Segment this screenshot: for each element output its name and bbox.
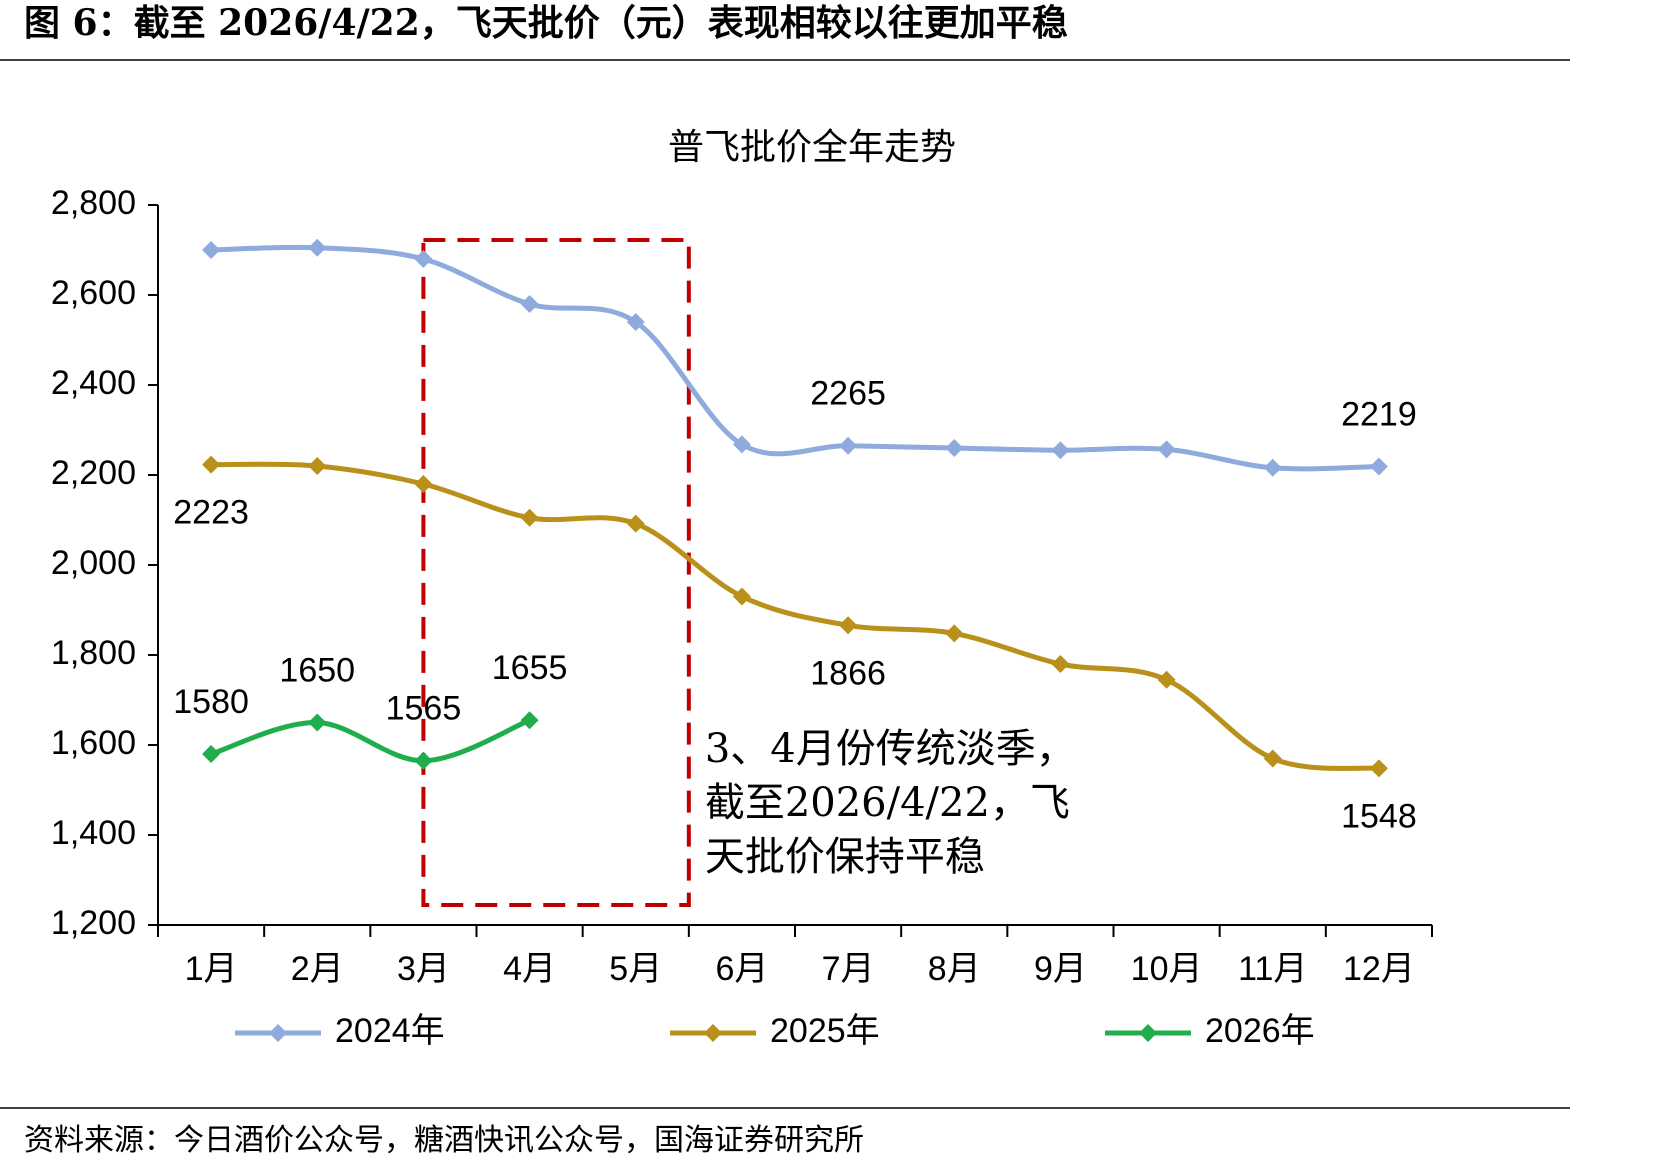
x-tick-label: 1月 [185,950,238,988]
point-marker [308,457,327,475]
series-line [210,717,531,764]
source-note: 资料来源：今日酒价公众号，糖酒快讯公众号，国海证券研究所 [24,1123,864,1158]
point-marker [626,313,645,331]
point-marker [1051,655,1070,673]
y-tick-label: 2,200 [51,454,136,492]
y-tick-label: 2,600 [51,274,136,312]
point-marker [414,751,433,770]
y-tick-label: 2,800 [51,184,136,222]
point-marker [1157,440,1176,459]
point-marker [308,238,327,257]
data-label: 2223 [173,494,249,532]
point-marker [945,439,964,457]
x-tick-label: 6月 [715,950,768,988]
x-tick-label: 9月 [1034,950,1087,988]
y-tick-label: 1,400 [51,814,136,852]
point-marker [1263,458,1282,477]
point-marker [414,250,433,268]
annotation: 3、4月份传统淡季， [705,726,1076,772]
legend-label: 2026年 [1205,1012,1315,1050]
point-marker [520,508,539,527]
highlight-box [421,238,691,907]
point-marker [732,587,751,606]
page-title: 图 6：截至 2026/4/22，飞天批价（元）表现相较以往更加平稳 [24,2,1068,44]
legend-marker [704,1024,722,1042]
point-marker [839,616,858,635]
point-marker [945,624,964,643]
x-tick-label: 4月 [503,950,556,988]
point-marker [1369,759,1388,778]
point-marker [308,713,327,732]
point-marker [1369,457,1388,476]
legend-label: 2025年 [770,1012,880,1050]
annotation: 截至2026/4/22，飞 [705,780,1070,826]
point-marker [1263,749,1282,768]
x-tick-label: 5月 [609,950,662,988]
x-tick-label: 2月 [291,950,344,988]
data-label: 1655 [492,649,568,687]
y-tick-label: 2,400 [51,364,136,402]
x-tick-label: 10月 [1131,950,1203,988]
point-marker [732,435,751,454]
data-label: 1565 [386,690,462,728]
data-label: 1866 [810,654,886,692]
point-marker [1051,441,1070,460]
x-tick-label: 3月 [397,950,450,988]
chart-title: 普飞批价全年走势 [668,127,956,168]
point-marker [626,514,645,533]
point-marker [202,241,221,259]
x-tick-label: 12月 [1343,950,1415,988]
y-tick-label: 1,800 [51,634,136,672]
y-tick-label: 2,000 [51,544,136,582]
x-tick-label: 7月 [822,950,875,988]
series-line [211,461,1380,771]
series-line [211,244,1379,472]
data-label: 1548 [1341,797,1417,835]
annotation: 天批价保持平稳 [705,834,985,880]
point-marker [1157,670,1176,689]
data-label: 1580 [173,683,249,721]
y-tick-label: 1,600 [51,724,136,762]
data-label: 2219 [1341,395,1417,433]
legend-label: 2024年 [335,1012,445,1050]
point-marker [414,475,433,493]
x-tick-label: 8月 [928,950,981,988]
point-marker [839,436,858,455]
point-marker [520,295,539,313]
point-marker [202,745,221,763]
point-marker [520,711,539,730]
x-tick-label: 11月 [1238,950,1307,988]
legend-marker [269,1024,287,1042]
y-tick-label: 1,200 [51,904,136,942]
data-label: 1650 [279,651,355,689]
data-label: 2265 [810,375,886,413]
legend-marker [1139,1024,1157,1042]
point-marker [202,455,221,474]
